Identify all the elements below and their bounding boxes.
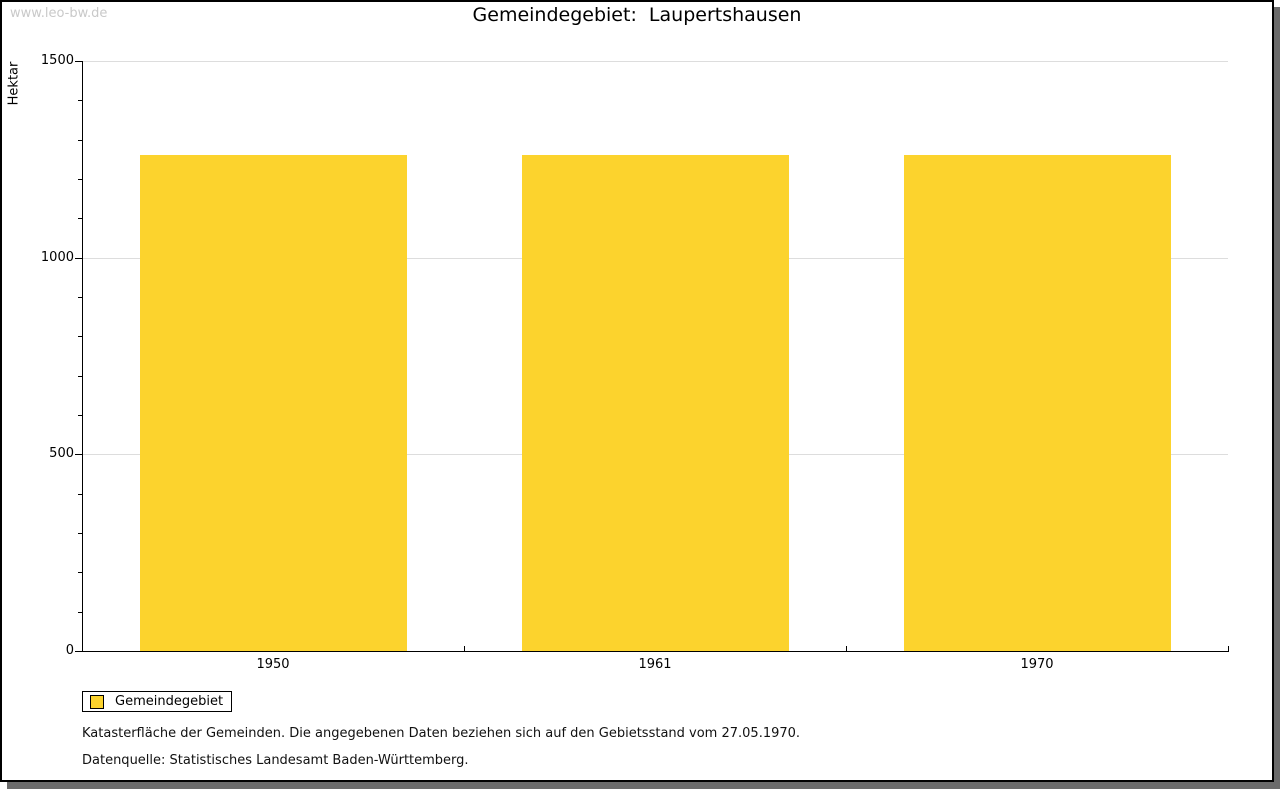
y-minor-tick [78, 100, 82, 101]
bar [522, 155, 789, 651]
x-boundary-tick [1228, 646, 1229, 651]
y-minor-tick [78, 179, 82, 180]
footnote-source: Datenquelle: Statistisches Landesamt Bad… [82, 753, 469, 768]
y-minor-tick [78, 140, 82, 141]
legend: Gemeindegebiet [82, 691, 232, 712]
x-tick-label: 1970 [1020, 657, 1054, 672]
y-minor-tick [78, 297, 82, 298]
y-minor-tick [78, 415, 82, 416]
y-minor-tick [78, 572, 82, 573]
x-axis-line [82, 651, 1229, 652]
x-boundary-tick [846, 646, 847, 651]
footnote-description: Katasterfläche der Gemeinden. Die angege… [82, 726, 801, 741]
bar [140, 155, 407, 651]
y-minor-tick [78, 376, 82, 377]
x-tick-label: 1961 [638, 657, 672, 672]
y-minor-tick [78, 494, 82, 495]
x-tick-label: 1950 [256, 657, 290, 672]
y-minor-tick [78, 533, 82, 534]
x-boundary-tick [464, 646, 465, 651]
y-major-tick [75, 454, 82, 455]
y-tick-label: 0 [65, 643, 74, 658]
y-minor-tick [78, 612, 82, 613]
y-major-tick [75, 651, 82, 652]
bar [904, 155, 1171, 651]
y-minor-tick [78, 218, 82, 219]
y-tick-label: 1500 [40, 53, 74, 68]
y-major-tick [75, 61, 82, 62]
legend-swatch [90, 694, 104, 709]
y-minor-tick [78, 336, 82, 337]
y-tick-label: 1000 [40, 250, 74, 265]
watermark: www.leo-bw.de [10, 6, 108, 21]
legend-label: Gemeindegebiet [115, 694, 224, 709]
page-title: Gemeindegebiet: Laupertshausen [472, 4, 802, 26]
y-tick-label: 500 [49, 446, 74, 461]
chart-canvas: www.leo-bw.de Gemeindegebiet: Laupertsha… [2, 2, 1272, 780]
y-major-tick [75, 258, 82, 259]
y-gridline [82, 61, 1228, 62]
y-axis-line [82, 61, 83, 651]
